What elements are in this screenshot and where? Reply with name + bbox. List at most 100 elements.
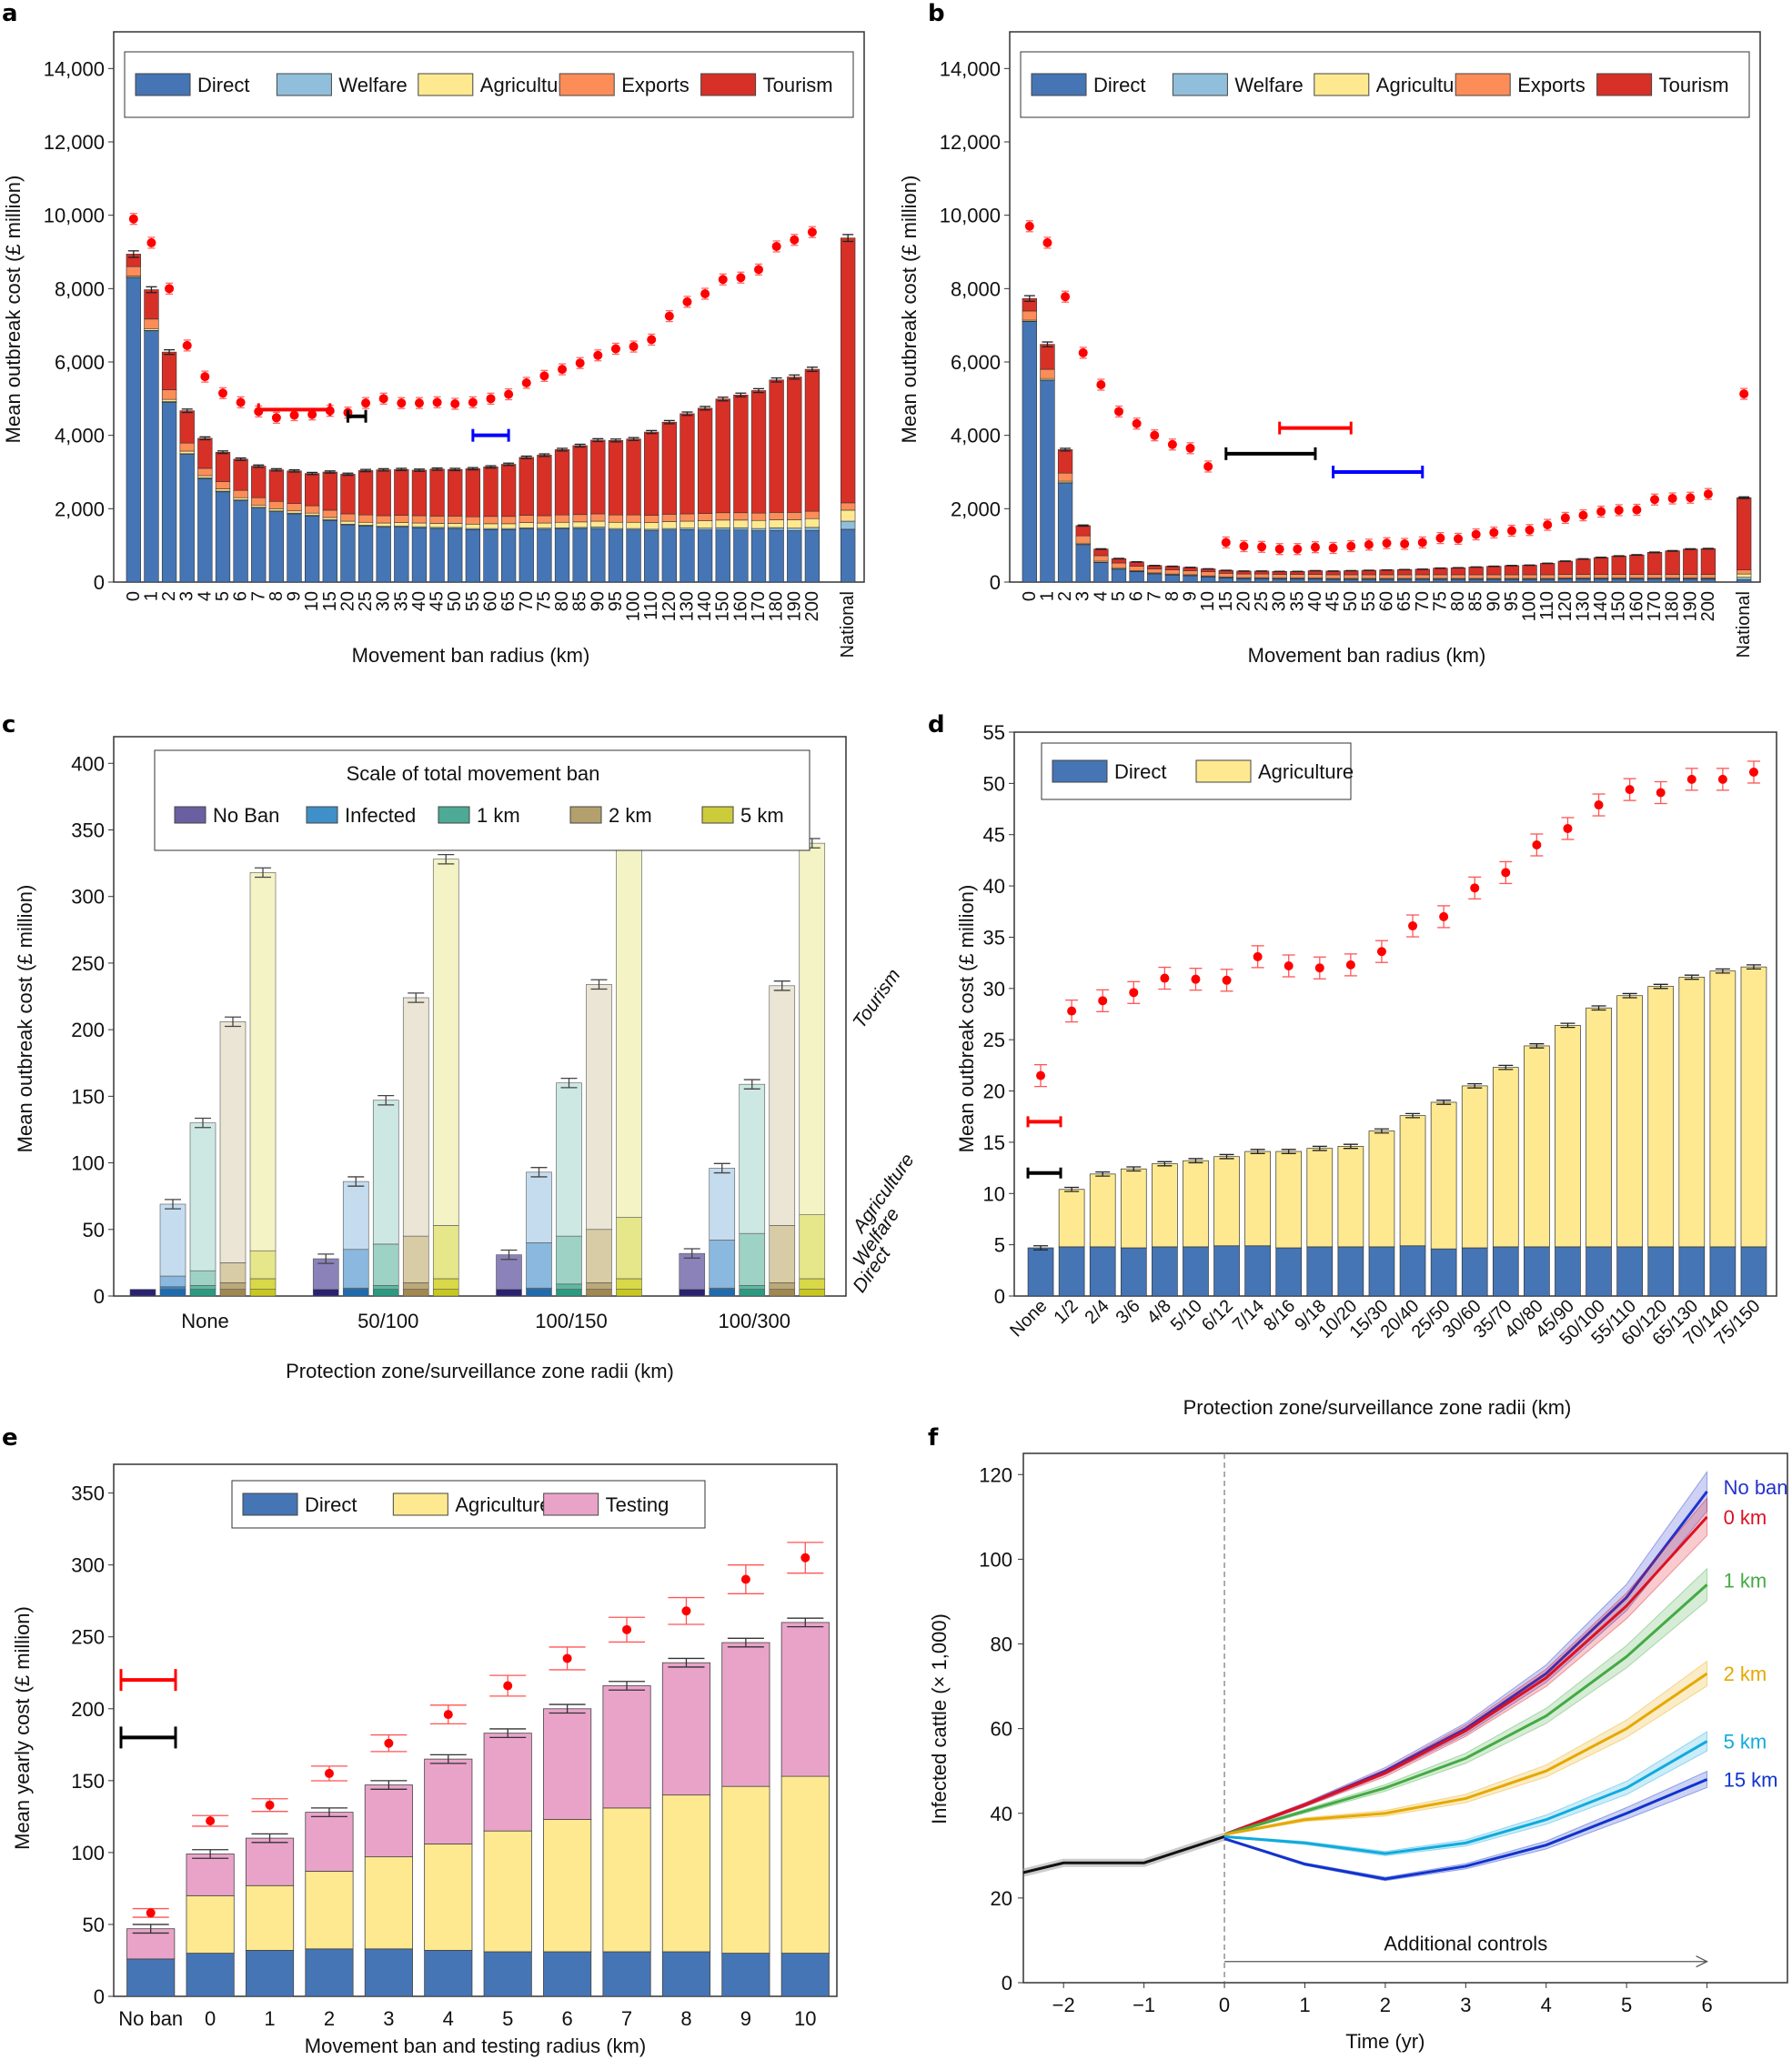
annotation-label: Additional controls	[1384, 1933, 1547, 1955]
bar-segment-agriculture	[1709, 970, 1737, 1248]
chart-panel-e: 0 50 100 150 200 250 300 350 Mean yearly cost (£…	[0, 1419, 896, 2060]
y-tick-label: 14,000	[44, 57, 105, 80]
y-tick-label: 12,000	[44, 131, 105, 154]
bar-segment-tourism	[1468, 567, 1484, 576]
legend-label: 5 km	[740, 804, 784, 827]
bar-segment	[799, 1214, 826, 1280]
confidence-band	[1223, 1770, 1708, 1882]
bar-segment-direct	[518, 528, 534, 583]
bar-segment-direct	[287, 513, 302, 583]
data-point	[443, 1710, 453, 1720]
bar-segment-tourism	[144, 289, 159, 320]
bar-segment-direct	[733, 529, 749, 583]
bar-segment-direct	[1700, 578, 1716, 583]
bar-segment-direct	[394, 527, 409, 583]
data-point	[1501, 868, 1511, 878]
bar-segment-tourism	[1646, 552, 1663, 575]
bar-segment-exports	[1486, 574, 1502, 579]
data-point	[1364, 539, 1374, 549]
bar-segment	[342, 1249, 369, 1289]
bar-segment-direct	[322, 519, 337, 583]
y-axis-title: Infected cattle (× 1,000)	[928, 1613, 951, 1824]
bar-segment-tourism	[841, 237, 856, 504]
bar-segment-direct	[357, 525, 374, 583]
x-axis-title: Protection zone/surveillance zone radii …	[286, 1360, 674, 1382]
data-point	[1489, 528, 1499, 538]
x-tick-label: 70	[517, 591, 537, 611]
chart-d-svg: 0 5 10 15 20 25 30 35 40 45 50 55 Mean outbreak cost…	[955, 721, 1777, 1419]
x-tick-label: 35	[1287, 591, 1307, 611]
bar-segment	[249, 1250, 277, 1280]
bar-segment-exports	[787, 512, 802, 520]
x-tick-label: 15	[1216, 591, 1236, 611]
bar-segment	[739, 1284, 766, 1290]
bar-segment-agriculture	[697, 520, 713, 529]
series-line	[1223, 1515, 1708, 1836]
legend-swatch	[135, 73, 191, 96]
bar-segment	[799, 842, 826, 1215]
bar-segment-welfare	[1737, 577, 1752, 580]
data-point	[622, 1624, 632, 1634]
bar-segment-direct	[697, 529, 713, 583]
y-tick-label: 100	[979, 1548, 1012, 1571]
data-point	[1314, 963, 1324, 973]
bar-segment	[709, 1168, 736, 1241]
data-point	[1686, 493, 1696, 503]
bar-segment	[159, 1289, 186, 1297]
legend-swatch	[276, 73, 332, 96]
bar-segment-agriculture	[1737, 573, 1752, 578]
y-tick-label: 10	[983, 1182, 1005, 1205]
plot-frame	[1022, 1452, 1788, 1984]
bar-segment-direct	[126, 1958, 176, 1997]
x-axis-title: Movement ban radius (km)	[1248, 644, 1486, 667]
plot-frame	[1013, 731, 1777, 1297]
bar-segment-agriculture	[1430, 1101, 1457, 1250]
bar-segment-tourism	[161, 351, 177, 390]
chart-panel-d: 0 5 10 15 20 25 30 35 40 45 50 55 Mean outbreak cost…	[896, 709, 1792, 1419]
bar-segment-testing	[364, 1784, 413, 1858]
bar-segment-direct	[1022, 321, 1037, 583]
bar-segment-direct	[1430, 1248, 1457, 1297]
data-point	[397, 398, 407, 408]
y-tick-label: 45	[983, 824, 1005, 847]
bar-segment-exports	[1129, 566, 1144, 571]
y-tick-label: 10,000	[940, 205, 1001, 227]
bar-segment-agriculture	[376, 522, 391, 527]
bar-segment-agriculture	[179, 450, 195, 455]
bar-segment	[432, 1278, 459, 1290]
confidence-band	[1223, 1496, 1708, 1836]
chart-panel-a: 0 2,000 4,000 6,000 8,000 10,000 12,000 14,000 M…	[0, 0, 896, 691]
x-tick-label: 8/16	[1260, 1296, 1299, 1335]
x-tick-label: 140	[1591, 591, 1611, 621]
y-tick-label: 50	[83, 1914, 105, 1936]
bar-segment-tourism	[322, 471, 337, 511]
bar-segment	[679, 1289, 706, 1297]
bar-segment-agriculture	[268, 508, 285, 512]
data-point	[1650, 495, 1660, 505]
bar-segment	[159, 1286, 186, 1290]
bar-segment	[189, 1270, 216, 1286]
bar-segment-exports	[357, 514, 374, 523]
x-tick-label: 40	[1305, 591, 1325, 611]
bar-segment-direct	[1075, 544, 1091, 583]
bar-segment-direct	[1740, 1246, 1767, 1297]
bar-segment	[616, 1278, 642, 1290]
bar-segment-agriculture	[1244, 1151, 1271, 1247]
bar-segment-tourism	[1629, 554, 1645, 575]
bar-segment	[402, 1282, 429, 1290]
bar-segment-exports	[126, 266, 141, 276]
bar-segment-agriculture	[780, 1775, 830, 1954]
series-label: 5 km	[1724, 1731, 1767, 1754]
bar-segment-agriculture	[841, 509, 856, 522]
bar-segment-exports	[411, 515, 428, 524]
x-tick-label: 1	[141, 591, 161, 601]
x-axis-title: Protection zone/surveillance zone radii …	[1183, 1396, 1572, 1419]
bar-segment-testing	[245, 1837, 295, 1886]
panel-label-c: c	[2, 711, 16, 739]
data-point	[200, 372, 210, 382]
bar-segment-welfare	[804, 527, 820, 531]
bar-segment-exports	[1361, 574, 1377, 579]
y-tick-label: 20	[991, 1887, 1012, 1910]
data-point	[378, 394, 388, 404]
